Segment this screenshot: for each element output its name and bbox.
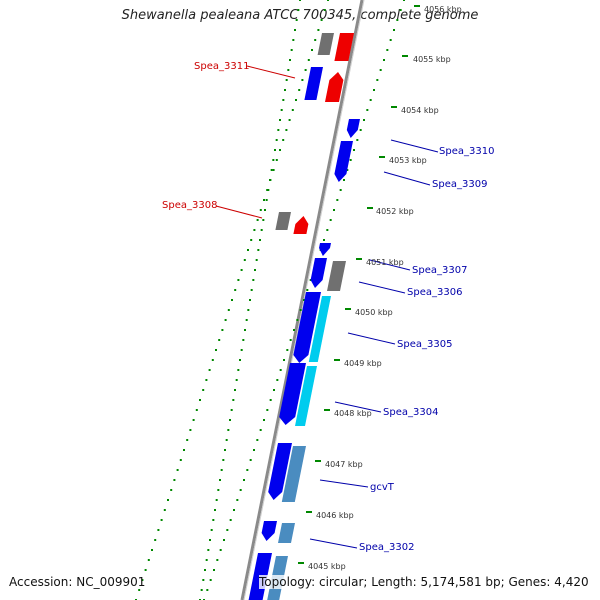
- leader-line: [319, 479, 369, 488]
- kbp-label: 4054 kbp: [401, 106, 439, 115]
- leader-line: [358, 281, 406, 294]
- kbp-label: 4051 kbp: [366, 258, 404, 267]
- leader-line: [334, 401, 382, 413]
- leader-line: [390, 139, 439, 153]
- gene-label-spea-3306[interactable]: Spea_3306: [407, 287, 462, 298]
- gene-feature-spea-3311-blue: [304, 67, 323, 100]
- topology-text: Topology: circular; Length: 5,174,581 bp…: [259, 575, 589, 589]
- gene-feature-spea-3304-cyan: [295, 366, 317, 426]
- gene-feature-spea-3308-gray: [275, 212, 291, 230]
- gene-feature-gcvt-blue: [268, 443, 292, 500]
- gene-feature-spea-3310: [346, 119, 360, 138]
- kbp-label: 4047 kbp: [325, 460, 363, 469]
- gene-label-spea-3309[interactable]: Spea_3309: [432, 179, 487, 190]
- gene-feature-spea-3309: [334, 141, 353, 182]
- gene-feature-gcvt-steel: [281, 446, 306, 502]
- leader-line: [246, 65, 296, 79]
- gene-label-spea-3307[interactable]: Spea_3307: [412, 265, 467, 276]
- gene-feature-spea-3302-steel: [278, 523, 295, 543]
- gene-feature-spea-3311-red: [325, 72, 344, 102]
- gene-label-gcvt[interactable]: gcvT: [370, 482, 395, 493]
- gene-feature-spea-3305-blue: [293, 292, 321, 363]
- leader-line: [347, 332, 396, 345]
- gene-label-spea-3304[interactable]: Spea_3304: [383, 407, 438, 418]
- kbp-label: 4056 kbp: [424, 5, 462, 14]
- gene-feature-spea-3305-cyan: [308, 296, 331, 362]
- kbp-label: 4053 kbp: [389, 156, 427, 165]
- gene-feature-spea-3304-blue: [279, 363, 306, 425]
- gene-feature-spea-3306-blue: [310, 258, 327, 288]
- gene-label-spea-3311[interactable]: Spea_3311: [194, 61, 249, 72]
- gene-feature-spea-3308-red: [293, 216, 309, 234]
- leader-line: [309, 538, 358, 549]
- label-leader-lines: [215, 65, 439, 549]
- gene-feature-gray: [317, 33, 334, 55]
- map-title: Shewanella pealeana ATCC 700345, complet…: [121, 8, 479, 23]
- kbp-label: 4049 kbp: [344, 359, 382, 368]
- gene-feature-red: [334, 33, 354, 61]
- leader-line: [383, 171, 431, 186]
- kbp-label: 4045 kbp: [308, 562, 346, 571]
- gene-feature-spea-3302-blue: [261, 521, 277, 541]
- kbp-label: 4052 kbp: [376, 207, 414, 216]
- gene-feature-spea-3306-gray: [327, 261, 346, 291]
- gene-features: [248, 33, 360, 600]
- accession-text: Accession: NC_009901: [9, 575, 146, 589]
- leader-line: [369, 259, 411, 271]
- gene-label-spea-3308[interactable]: Spea_3308: [162, 200, 217, 211]
- gene-label-spea-3305[interactable]: Spea_3305: [397, 339, 452, 350]
- kbp-label: 4050 kbp: [355, 308, 393, 317]
- kbp-label: 4048 kbp: [334, 409, 372, 418]
- gene-feature-spea-3307: [319, 243, 331, 256]
- kbp-label: 4055 kbp: [413, 55, 451, 64]
- kbp-tick-marks: [135, 0, 420, 600]
- gene-label-spea-3310[interactable]: Spea_3310: [439, 146, 494, 157]
- genome-backbone: [240, 0, 364, 600]
- gene-label-spea-3302[interactable]: Spea_3302: [359, 542, 414, 553]
- leader-line: [215, 205, 263, 219]
- kbp-label: 4046 kbp: [316, 511, 354, 520]
